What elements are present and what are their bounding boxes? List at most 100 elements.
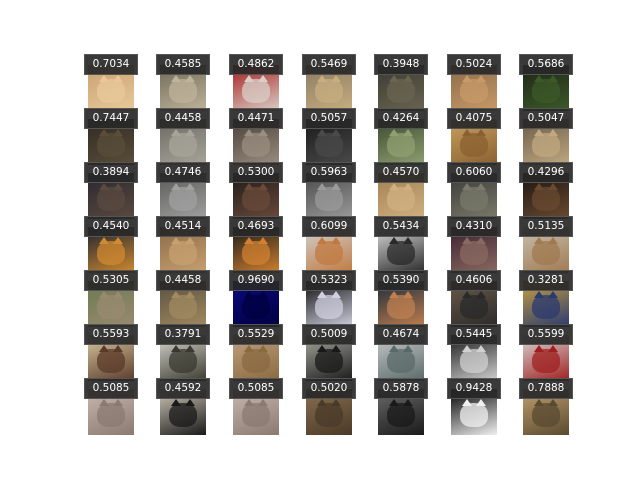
grid-cell: 0.3894: [84, 162, 138, 219]
score-label: 0.4458: [156, 270, 210, 291]
grid-cell: 0.5686: [519, 54, 573, 111]
score-label: 0.6099: [302, 216, 356, 237]
grid-cell: 0.9428: [447, 378, 501, 435]
score-label: 0.4606: [447, 270, 501, 291]
grid-cell: 0.4310: [447, 216, 501, 273]
grid-cell: 0.5024: [447, 54, 501, 111]
grid-cell: 0.4514: [156, 216, 210, 273]
score-label: 0.5009: [302, 324, 356, 345]
score-label: 0.4585: [156, 54, 210, 75]
grid-cell: 0.5469: [302, 54, 356, 111]
grid-cell: 0.3281: [519, 270, 573, 327]
score-label: 0.5445: [447, 324, 501, 345]
score-label: 0.5323: [302, 270, 356, 291]
grid-cell: 0.4458: [156, 108, 210, 165]
grid-cell: 0.4570: [374, 162, 428, 219]
score-label: 0.5020: [302, 378, 356, 399]
grid-cell: 0.4592: [156, 378, 210, 435]
score-label: 0.4310: [447, 216, 501, 237]
grid-cell: 0.5963: [302, 162, 356, 219]
score-label: 0.4296: [519, 162, 573, 183]
score-label: 0.7034: [84, 54, 138, 75]
score-label: 0.3791: [156, 324, 210, 345]
grid-cell: 0.4264: [374, 108, 428, 165]
score-label: 0.7888: [519, 378, 573, 399]
score-label: 0.5434: [374, 216, 428, 237]
score-label: 0.5305: [84, 270, 138, 291]
grid-cell: 0.4296: [519, 162, 573, 219]
score-label: 0.4570: [374, 162, 428, 183]
score-label: 0.5057: [302, 108, 356, 129]
score-label: 0.5963: [302, 162, 356, 183]
score-label: 0.5390: [374, 270, 428, 291]
score-label: 0.5047: [519, 108, 573, 129]
score-label: 0.5469: [302, 54, 356, 75]
score-label: 0.4746: [156, 162, 210, 183]
score-label: 0.4693: [229, 216, 283, 237]
grid-cell: 0.4471: [229, 108, 283, 165]
score-label: 0.5024: [447, 54, 501, 75]
score-label: 0.3894: [84, 162, 138, 183]
grid-cell: 0.9690: [229, 270, 283, 327]
grid-cell: 0.6060: [447, 162, 501, 219]
grid-cell: 0.5445: [447, 324, 501, 381]
grid-cell: 0.3948: [374, 54, 428, 111]
cat-thumbnail: [451, 335, 497, 381]
grid-cell: 0.5085: [229, 378, 283, 435]
score-label: 0.4458: [156, 108, 210, 129]
grid-cell: 0.7888: [519, 378, 573, 435]
grid-cell: 0.5323: [302, 270, 356, 327]
score-label: 0.5085: [84, 378, 138, 399]
score-label: 0.9690: [229, 270, 283, 291]
score-label: 0.7447: [84, 108, 138, 129]
grid-cell: 0.4075: [447, 108, 501, 165]
score-label: 0.3281: [519, 270, 573, 291]
score-label: 0.4862: [229, 54, 283, 75]
grid-cell: 0.7447: [84, 108, 138, 165]
grid-cell: 0.5085: [84, 378, 138, 435]
score-label: 0.5135: [519, 216, 573, 237]
grid-cell: 0.5305: [84, 270, 138, 327]
score-label: 0.4540: [84, 216, 138, 237]
score-label: 0.4075: [447, 108, 501, 129]
grid-cell: 0.5593: [84, 324, 138, 381]
grid-cell: 0.4862: [229, 54, 283, 111]
grid-cell: 0.5529: [229, 324, 283, 381]
score-label: 0.5593: [84, 324, 138, 345]
score-label: 0.6060: [447, 162, 501, 183]
grid-cell: 0.3791: [156, 324, 210, 381]
score-label: 0.9428: [447, 378, 501, 399]
grid-cell: 0.4693: [229, 216, 283, 273]
score-label: 0.4592: [156, 378, 210, 399]
score-label: 0.4674: [374, 324, 428, 345]
score-label: 0.5686: [519, 54, 573, 75]
score-label: 0.5085: [229, 378, 283, 399]
grid-cell: 0.4746: [156, 162, 210, 219]
grid-cell: 0.5390: [374, 270, 428, 327]
grid-cell: 0.5434: [374, 216, 428, 273]
score-label: 0.5300: [229, 162, 283, 183]
score-label: 0.5599: [519, 324, 573, 345]
grid-cell: 0.5009: [302, 324, 356, 381]
score-label: 0.4264: [374, 108, 428, 129]
grid-cell: 0.7034: [84, 54, 138, 111]
grid-cell: 0.4606: [447, 270, 501, 327]
score-label: 0.4471: [229, 108, 283, 129]
grid-cell: 0.5020: [302, 378, 356, 435]
score-label: 0.4514: [156, 216, 210, 237]
score-label: 0.5878: [374, 378, 428, 399]
grid-cell: 0.4674: [374, 324, 428, 381]
grid-cell: 0.5057: [302, 108, 356, 165]
grid-cell: 0.5300: [229, 162, 283, 219]
grid-cell: 0.4458: [156, 270, 210, 327]
grid-cell: 0.5878: [374, 378, 428, 435]
grid-cell: 0.6099: [302, 216, 356, 273]
score-label: 0.3948: [374, 54, 428, 75]
grid-cell: 0.5599: [519, 324, 573, 381]
score-label: 0.5529: [229, 324, 283, 345]
grid-cell: 0.4540: [84, 216, 138, 273]
grid-cell: 0.4585: [156, 54, 210, 111]
grid-cell: 0.5047: [519, 108, 573, 165]
grid-cell: 0.5135: [519, 216, 573, 273]
